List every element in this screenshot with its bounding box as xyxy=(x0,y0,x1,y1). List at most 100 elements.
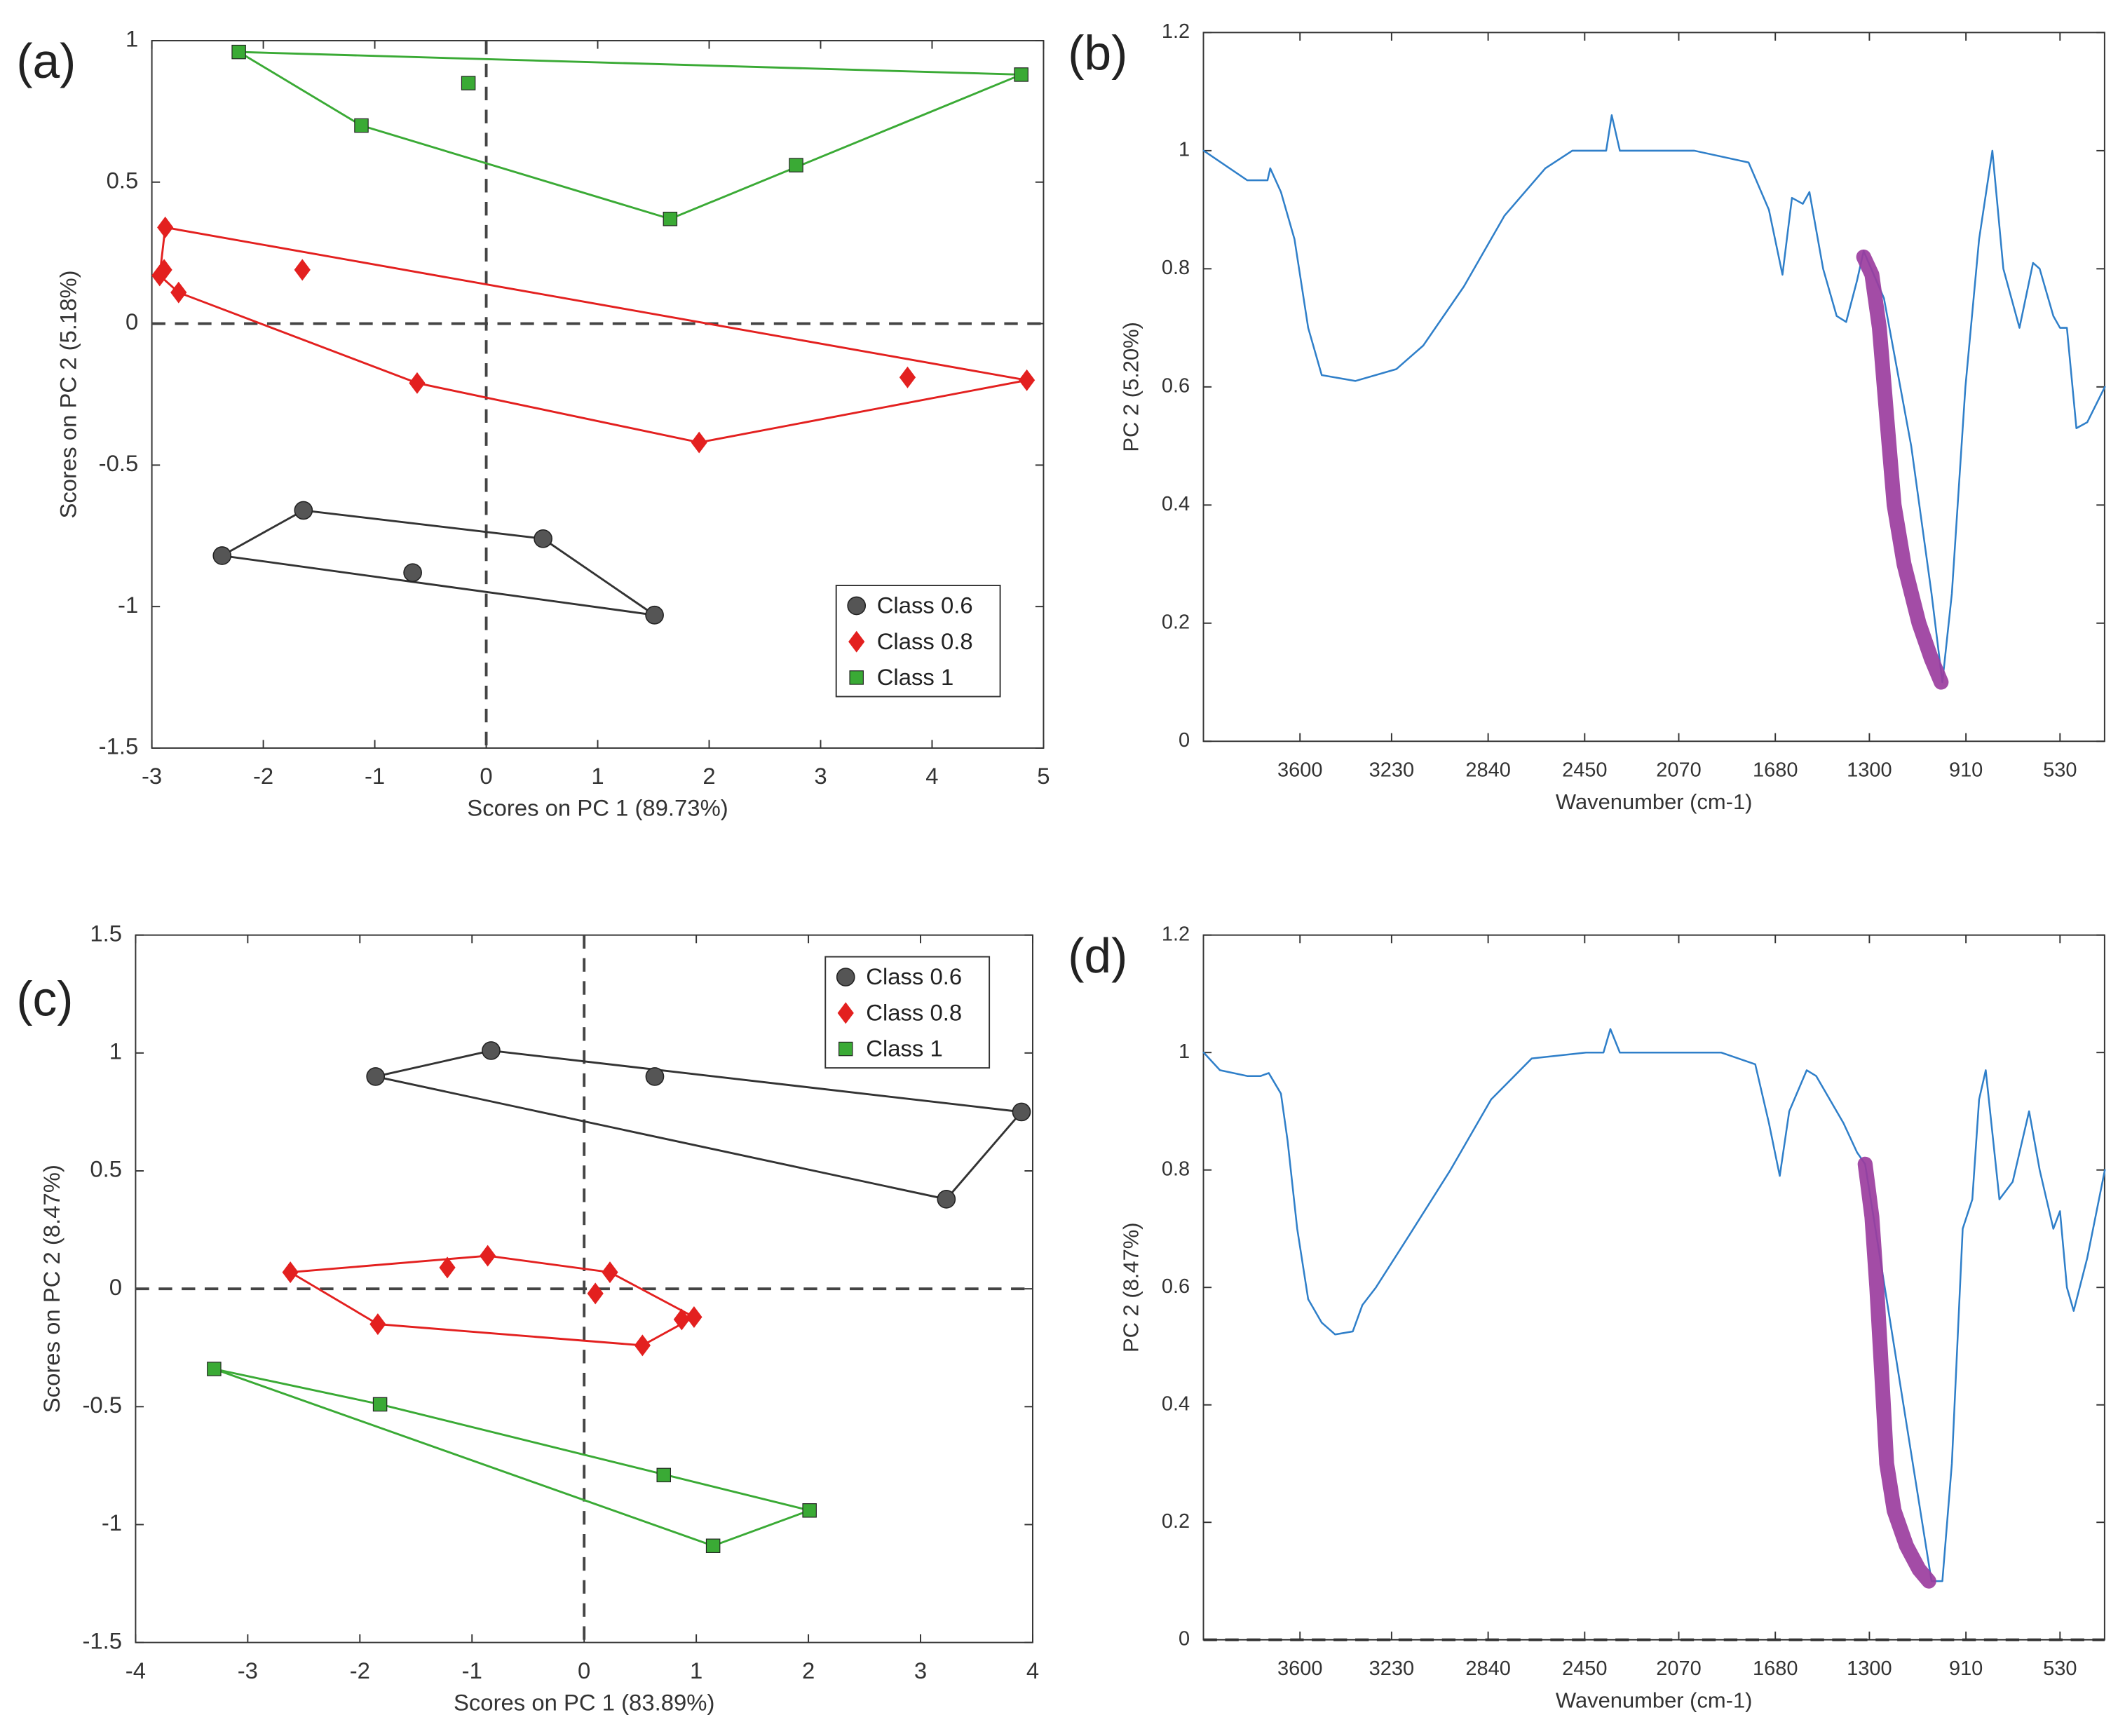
x-tick-label: -2 xyxy=(253,763,273,789)
point xyxy=(480,1245,496,1267)
plot-frame xyxy=(1202,934,2105,1641)
legend-label: Class 0.8 xyxy=(877,628,973,654)
x-tick-label: 2 xyxy=(802,1657,815,1683)
point xyxy=(847,596,867,616)
y-tick-label: 1 xyxy=(1179,1040,1190,1063)
highlight-line xyxy=(1857,1156,1936,1589)
y-tick-label: -0.5 xyxy=(99,450,139,476)
point xyxy=(294,501,313,520)
y-tick-label: 0 xyxy=(1179,1627,1190,1650)
highlight-line xyxy=(1856,249,1949,690)
point xyxy=(1014,67,1028,82)
x-tick-label: -3 xyxy=(238,1657,258,1683)
y-tick-label: 0.2 xyxy=(1162,1510,1190,1533)
y-tick-label: -1.5 xyxy=(82,1627,122,1653)
x-tick-label: 910 xyxy=(1949,1657,1983,1680)
x-tick-label: -3 xyxy=(142,763,162,789)
y-axis-label: Scores on PC 2 (8.47%) xyxy=(39,1165,65,1413)
x-tick-label: 1 xyxy=(591,763,604,789)
point xyxy=(645,605,664,625)
point xyxy=(403,563,422,583)
x-axis-label: Wavenumber (cm-1) xyxy=(1556,789,1753,814)
x-tick-label: 2 xyxy=(702,763,715,789)
point xyxy=(1012,1102,1031,1122)
panel: (b) 3600 3230 2840 2450 2070 1680 1300 910 530 0 0.… xyxy=(1068,20,2106,814)
legend-label: Class 0.8 xyxy=(866,999,962,1025)
point xyxy=(372,1397,388,1412)
point xyxy=(587,1282,604,1305)
y-tick-label: 0 xyxy=(125,308,138,334)
y-tick-label: 0.8 xyxy=(1162,1158,1190,1180)
hull xyxy=(287,1254,696,1347)
y-tick-label: 0.5 xyxy=(107,167,139,193)
x-axis-label: Scores on PC 1 (89.73%) xyxy=(467,795,728,821)
x-tick-label: 1300 xyxy=(1847,759,1892,781)
legend-label: Class 1 xyxy=(866,1036,943,1062)
x-axis-label: Scores on PC 1 (83.89%) xyxy=(454,1689,714,1715)
point xyxy=(151,264,168,287)
x-tick-label: 1680 xyxy=(1753,1657,1798,1680)
point xyxy=(802,1503,817,1518)
point xyxy=(836,968,855,986)
x-tick-label: 4 xyxy=(1026,1657,1039,1683)
x-tick-label: 0 xyxy=(578,1657,590,1683)
y-tick-label: -1.5 xyxy=(99,733,139,759)
point xyxy=(899,366,916,388)
spectrum-line xyxy=(1202,1028,2106,1582)
point xyxy=(212,546,232,565)
x-tick-label: 3230 xyxy=(1369,1657,1414,1680)
x-tick-label: 3600 xyxy=(1277,759,1322,781)
panel: (c) -4 -3 -2 -1 0 1 2 3 4 -1.5 -1 -0.5 0 0.5 1 1.5 Scores… xyxy=(16,920,1039,1715)
point xyxy=(686,1306,702,1328)
panel: (d) 3600 3230 2840 2450 2070 1680 1300 910 530 0 0.… xyxy=(1068,923,2106,1712)
point xyxy=(157,216,174,238)
y-tick-label: -1 xyxy=(102,1510,122,1535)
panel-label: (d) xyxy=(1068,928,1127,983)
x-tick-label: 3 xyxy=(814,763,827,789)
point xyxy=(207,1362,222,1376)
x-tick-label: 5 xyxy=(1037,763,1050,789)
x-tick-label: -1 xyxy=(365,763,385,789)
x-tick-label: 1300 xyxy=(1847,1657,1892,1680)
y-tick-label: -0.5 xyxy=(82,1392,122,1418)
point xyxy=(1018,369,1036,391)
y-tick-label: 0.6 xyxy=(1162,1275,1190,1298)
point xyxy=(705,1538,721,1553)
legend-label: Class 0.6 xyxy=(877,592,973,618)
point xyxy=(645,1067,665,1086)
y-tick-label: 0.8 xyxy=(1162,257,1190,279)
legend-label: Class 0.6 xyxy=(866,963,962,989)
point xyxy=(656,1467,672,1483)
y-tick-label: 1.5 xyxy=(90,920,122,946)
x-tick-label: -4 xyxy=(125,1657,146,1683)
point xyxy=(691,431,707,454)
hull xyxy=(375,1050,1024,1200)
point xyxy=(937,1190,956,1209)
panel: (a) -3 -2 -1 0 1 2 3 4 5 -1.5 -1 -0.5 0 0.5 1 Scores on … xyxy=(16,26,1050,821)
x-tick-label: 2450 xyxy=(1562,759,1607,781)
panel-label: (b) xyxy=(1068,26,1127,81)
x-tick-label: 530 xyxy=(2043,759,2077,781)
x-tick-label: 2840 xyxy=(1465,759,1510,781)
y-tick-label: 0.5 xyxy=(90,1156,122,1182)
point xyxy=(849,670,864,685)
point xyxy=(369,1313,386,1336)
point xyxy=(634,1334,651,1357)
point xyxy=(170,281,187,304)
panel-label: (c) xyxy=(16,972,73,1026)
point xyxy=(534,529,552,548)
y-axis-label: PC 2 (5.20%) xyxy=(1119,322,1143,452)
point xyxy=(663,211,678,226)
hull xyxy=(213,1368,813,1547)
y-tick-label: 0.2 xyxy=(1162,611,1190,633)
point xyxy=(282,1261,299,1284)
x-tick-label: 2070 xyxy=(1656,759,1701,781)
point xyxy=(354,118,369,133)
point xyxy=(294,259,311,281)
point xyxy=(461,76,476,90)
point xyxy=(838,1041,853,1057)
y-axis-label: PC 2 (8.47%) xyxy=(1119,1222,1143,1352)
x-tick-label: 910 xyxy=(1949,759,1983,781)
y-tick-label: 0 xyxy=(109,1274,122,1300)
